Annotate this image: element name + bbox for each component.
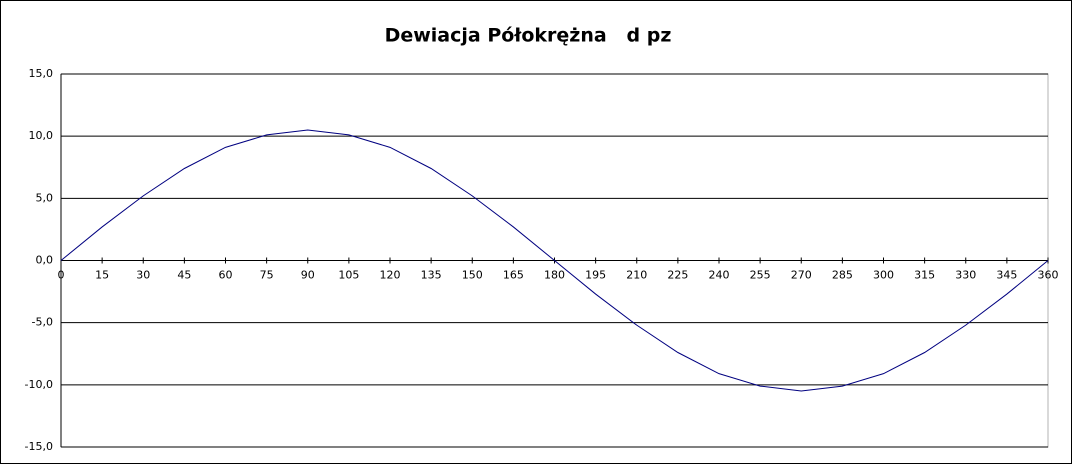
y-tick-label: 10,0 — [29, 129, 54, 142]
y-tick-label: -15,0 — [25, 440, 53, 453]
x-tick-label: 210 — [626, 269, 647, 282]
x-tick-label: 90 — [301, 269, 315, 282]
x-tick-label: 30 — [136, 269, 150, 282]
x-tick-label: 165 — [503, 269, 524, 282]
x-tick-label: 120 — [380, 269, 401, 282]
y-tick-label: -5,0 — [32, 316, 53, 329]
y-tick-label: -10,0 — [25, 378, 53, 391]
x-tick-label: 360 — [1038, 269, 1059, 282]
x-tick-label: 45 — [177, 269, 191, 282]
x-tick-label: 60 — [219, 269, 233, 282]
x-tick-label: 15 — [95, 269, 109, 282]
x-tick-label: 315 — [914, 269, 935, 282]
x-tick-label: 0 — [58, 269, 65, 282]
y-tick-label: 15,0 — [29, 67, 54, 80]
x-tick-label: 195 — [585, 269, 606, 282]
x-tick-label: 105 — [338, 269, 359, 282]
chart-title: Dewiacja Półokrężna d pz — [385, 25, 672, 47]
x-tick-label: 330 — [955, 269, 976, 282]
x-tick-label: 150 — [462, 269, 483, 282]
y-tick-label: 0,0 — [36, 254, 54, 267]
x-tick-label: 180 — [544, 269, 565, 282]
x-tick-label: 300 — [873, 269, 894, 282]
x-tick-label: 270 — [791, 269, 812, 282]
data-line — [60, 129, 1049, 392]
x-tick-label: 240 — [709, 269, 730, 282]
x-tick-label: 255 — [750, 269, 771, 282]
x-tick-label: 225 — [667, 269, 688, 282]
x-tick-label: 135 — [421, 269, 442, 282]
x-tick-label: 285 — [832, 269, 853, 282]
x-tick-label: 75 — [260, 269, 274, 282]
x-tick-label: 345 — [996, 269, 1017, 282]
y-tick-label: 5,0 — [36, 191, 54, 204]
